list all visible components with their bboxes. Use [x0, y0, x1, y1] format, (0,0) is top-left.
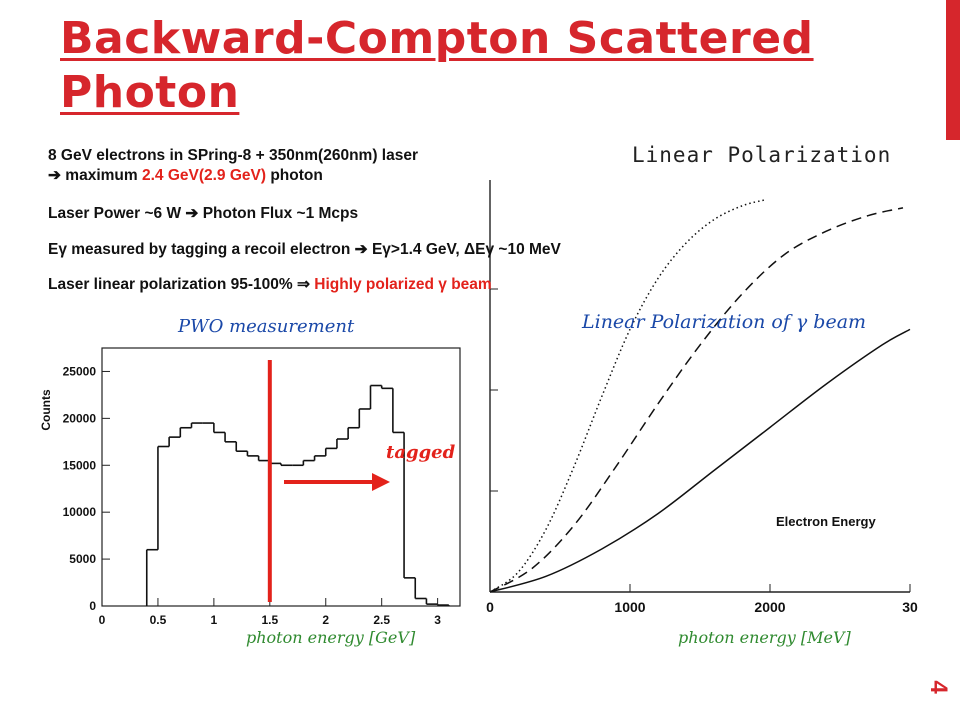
y-tick-label: 20000 — [63, 411, 97, 425]
polarization-curve-dotted — [489, 199, 765, 593]
polarized-beam-highlight: Highly polarized γ beam — [314, 276, 492, 293]
polarization-series — [489, 199, 911, 593]
bullet-1-suffix: photon — [266, 167, 323, 184]
histogram-ticks: 0 0.5 1 1.5 2 2.5 3 0 5000 10000 15000 20000 25000 — [63, 364, 442, 627]
histogram-bins — [145, 384, 450, 606]
polarization-legend-title: Electron Energy — [776, 514, 876, 529]
tagged-label: tagged — [386, 442, 456, 463]
bullet-1-line-1: 8 GeV electrons in SPring-8 + 350nm(260n… — [48, 147, 419, 164]
bullet-1-line-2: ➔ maximum 2.4 GeV(2.9 GeV) photon — [48, 167, 323, 185]
tagging-overlay — [267, 360, 390, 602]
y-tick-label: 15000 — [63, 458, 97, 472]
linear-polarization-beam-label: Linear Polarization of γ beam — [582, 311, 867, 333]
max-energy-highlight: 2.4 GeV(2.9 GeV) — [141, 167, 267, 184]
x-tick-label: 1 — [211, 613, 218, 627]
photon-energy-gev-label: photon energy [GeV] — [246, 628, 416, 647]
polarization-chart-title: Linear Polarization — [632, 143, 892, 167]
page-number: 4 — [925, 680, 952, 694]
bullet-4-prefix: Laser linear polarization 95-100% ⇒ — [48, 276, 315, 293]
polarization-chart-frame — [489, 180, 910, 593]
y-tick-label: 25000 — [63, 364, 97, 378]
y-tick-label: 10000 — [63, 505, 97, 519]
bullet-1-prefix: ➔ maximum — [48, 167, 142, 184]
pwo-measurement-label: PWO measurement — [178, 316, 355, 337]
x-tick-label: 2 — [322, 613, 329, 627]
tagged-arrow-head — [372, 473, 390, 491]
bullet-2: Laser Power ~6 W ➔ Photon Flux ~1 Mcps — [48, 205, 359, 222]
histogram-frame — [101, 347, 461, 607]
accent-bar — [946, 0, 960, 140]
y-tick-label: 5000 — [69, 552, 96, 566]
x-tick-label: 1000 — [614, 599, 645, 615]
x-tick-label: 2000 — [754, 599, 785, 615]
polarization-ticks: 0 1000 2000 30 — [486, 584, 918, 615]
x-tick-label: 30 — [902, 599, 918, 615]
histogram-y-axis-label: Counts — [39, 389, 53, 431]
x-tick-label: 2.5 — [373, 613, 390, 627]
polarization-curve-dashed — [489, 207, 904, 593]
x-tick-label: 0 — [486, 599, 494, 615]
photon-energy-mev-label: photon energy [MeV] — [678, 628, 851, 647]
bullet-3: Eγ measured by tagging a recoil electron… — [48, 241, 561, 258]
polarization-chart: 0 1000 2000 30 Electron Energy — [486, 180, 918, 615]
bullet-4: Laser linear polarization 95-100% ⇒ High… — [48, 276, 492, 294]
x-tick-label: 0 — [99, 613, 106, 627]
polarization-curve-solid — [489, 328, 911, 593]
y-tick-label: 0 — [89, 599, 96, 613]
x-tick-label: 1.5 — [261, 613, 278, 627]
slide-title: Backward-Compton Scattered Photon — [60, 13, 814, 118]
x-tick-label: 3 — [434, 613, 441, 627]
histogram-axes-box — [101, 347, 461, 607]
x-tick-label: 0.5 — [150, 613, 167, 627]
pwo-histogram-chart: 0 0.5 1 1.5 2 2.5 3 0 5000 10000 15000 20000 25000 C… — [39, 347, 461, 627]
